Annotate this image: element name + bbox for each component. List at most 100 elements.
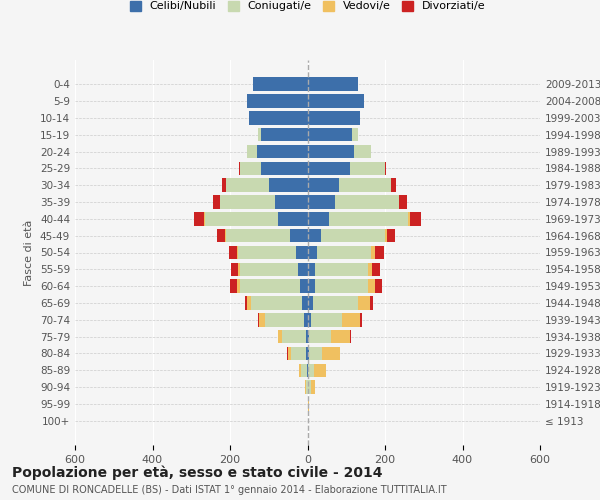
Bar	[305, 330, 308, 344]
Bar	[360, 313, 362, 326]
Bar	[308, 178, 338, 192]
Bar	[261, 162, 308, 175]
Bar	[247, 94, 308, 108]
Bar	[205, 212, 278, 226]
Bar	[299, 364, 301, 377]
Bar	[287, 346, 288, 360]
Bar	[338, 178, 391, 192]
Bar	[350, 162, 385, 175]
Bar	[350, 330, 351, 344]
Bar	[298, 262, 308, 276]
Bar	[308, 364, 314, 377]
Text: COMUNE DI RONCADELLE (BS) - Dati ISTAT 1° gennaio 2014 - Elaborazione TUTTITALIA: COMUNE DI RONCADELLE (BS) - Dati ISTAT 1…	[12, 485, 446, 495]
Bar	[226, 229, 290, 242]
Bar	[308, 262, 315, 276]
Bar	[253, 78, 308, 91]
Bar	[239, 162, 261, 175]
Text: Popolazione per età, sesso e stato civile - 2014: Popolazione per età, sesso e stato civil…	[12, 465, 383, 479]
Bar	[247, 296, 251, 310]
Bar	[236, 280, 239, 293]
Bar	[308, 128, 352, 141]
Bar	[213, 196, 220, 209]
Bar	[376, 280, 382, 293]
Bar	[310, 330, 331, 344]
Bar	[308, 78, 358, 91]
Bar	[258, 313, 259, 326]
Bar	[335, 196, 398, 209]
Bar	[308, 380, 311, 394]
Bar	[308, 212, 329, 226]
Bar	[301, 364, 307, 377]
Bar	[317, 246, 371, 259]
Bar	[269, 178, 308, 192]
Bar	[308, 313, 311, 326]
Bar	[238, 262, 239, 276]
Bar	[251, 296, 302, 310]
Bar	[308, 94, 364, 108]
Bar	[238, 246, 296, 259]
Bar	[315, 280, 368, 293]
Bar	[278, 330, 283, 344]
Bar	[239, 262, 298, 276]
Bar	[257, 145, 308, 158]
Bar	[308, 346, 322, 360]
Bar	[278, 212, 308, 226]
Bar	[239, 280, 300, 293]
Bar	[358, 296, 370, 310]
Bar	[311, 380, 315, 394]
Bar	[290, 229, 308, 242]
Bar	[352, 128, 358, 141]
Bar	[385, 162, 386, 175]
Bar	[283, 330, 305, 344]
Bar	[229, 246, 236, 259]
Bar	[372, 262, 380, 276]
Bar	[322, 346, 340, 360]
Bar	[226, 178, 269, 192]
Bar	[315, 262, 368, 276]
Bar	[220, 196, 275, 209]
Bar	[307, 364, 308, 377]
Bar	[304, 313, 308, 326]
Bar	[308, 330, 310, 344]
Bar	[313, 296, 358, 310]
Bar	[265, 313, 304, 326]
Bar	[194, 212, 205, 226]
Bar	[308, 296, 313, 310]
Bar	[305, 380, 308, 394]
Bar	[343, 313, 360, 326]
Bar	[300, 280, 308, 293]
Bar	[222, 178, 226, 192]
Bar	[296, 246, 308, 259]
Bar	[329, 212, 408, 226]
Bar	[291, 346, 307, 360]
Bar	[308, 111, 360, 124]
Bar	[408, 212, 410, 226]
Bar	[308, 246, 317, 259]
Bar	[245, 296, 247, 310]
Bar	[308, 145, 354, 158]
Bar	[400, 196, 407, 209]
Bar	[308, 196, 335, 209]
Bar	[321, 229, 385, 242]
Bar	[302, 296, 308, 310]
Bar	[307, 346, 308, 360]
Bar	[258, 128, 261, 141]
Y-axis label: Fasce di età: Fasce di età	[25, 220, 34, 286]
Bar	[314, 364, 326, 377]
Bar	[308, 397, 309, 410]
Bar	[398, 196, 400, 209]
Bar	[261, 128, 308, 141]
Bar	[247, 145, 257, 158]
Bar	[275, 196, 308, 209]
Bar	[250, 111, 308, 124]
Bar	[387, 229, 395, 242]
Bar	[308, 280, 315, 293]
Bar	[374, 246, 384, 259]
Bar	[354, 145, 371, 158]
Bar	[217, 229, 226, 242]
Bar	[311, 313, 343, 326]
Bar	[410, 212, 421, 226]
Bar	[231, 262, 238, 276]
Bar	[370, 296, 373, 310]
Bar	[308, 162, 350, 175]
